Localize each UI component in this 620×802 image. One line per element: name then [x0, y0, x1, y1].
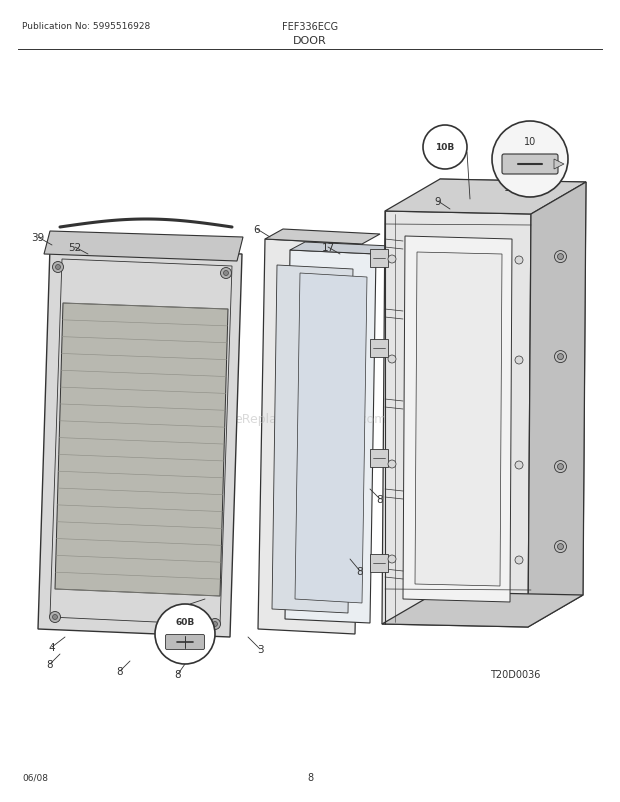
Text: 39: 39: [32, 233, 45, 243]
Text: 8: 8: [356, 566, 363, 577]
Polygon shape: [554, 160, 564, 170]
Text: DOOR: DOOR: [293, 36, 327, 46]
Circle shape: [223, 271, 229, 276]
Polygon shape: [285, 251, 376, 623]
Text: 6: 6: [254, 225, 260, 235]
FancyBboxPatch shape: [370, 339, 388, 358]
Text: 8: 8: [377, 494, 383, 504]
Polygon shape: [258, 240, 362, 634]
Text: T20D0036: T20D0036: [490, 669, 541, 679]
Circle shape: [423, 126, 467, 170]
FancyBboxPatch shape: [370, 249, 388, 268]
Text: 8: 8: [175, 669, 181, 679]
Circle shape: [53, 262, 63, 273]
Polygon shape: [385, 180, 586, 215]
Text: 52: 52: [68, 243, 82, 253]
Polygon shape: [437, 180, 586, 595]
Circle shape: [554, 541, 567, 553]
Circle shape: [515, 257, 523, 265]
Circle shape: [557, 354, 564, 360]
Text: 10: 10: [524, 137, 536, 147]
FancyBboxPatch shape: [370, 449, 388, 468]
Text: 8: 8: [117, 666, 123, 676]
Polygon shape: [55, 304, 228, 596]
Circle shape: [515, 557, 523, 565]
Text: 8: 8: [46, 659, 53, 669]
Text: 3: 3: [257, 644, 264, 654]
Circle shape: [388, 256, 396, 264]
Text: 4: 4: [49, 642, 55, 652]
Polygon shape: [382, 592, 583, 627]
Circle shape: [515, 357, 523, 365]
Circle shape: [388, 460, 396, 468]
Polygon shape: [403, 237, 512, 602]
Circle shape: [53, 615, 58, 620]
Polygon shape: [528, 183, 586, 627]
Circle shape: [557, 464, 564, 470]
FancyBboxPatch shape: [370, 554, 388, 573]
Polygon shape: [415, 253, 502, 586]
Circle shape: [554, 461, 567, 473]
Text: Publication No: 5995516928: Publication No: 5995516928: [22, 22, 150, 31]
Polygon shape: [44, 232, 243, 261]
Polygon shape: [382, 212, 531, 627]
Circle shape: [56, 265, 61, 270]
Polygon shape: [295, 273, 367, 603]
Text: 06/08: 06/08: [22, 773, 48, 782]
Polygon shape: [38, 248, 242, 638]
Text: 8: 8: [307, 772, 313, 782]
Circle shape: [554, 351, 567, 363]
Text: 12: 12: [503, 183, 516, 192]
Circle shape: [557, 544, 564, 550]
Text: eReplacementParts.com: eReplacementParts.com: [234, 413, 386, 426]
Circle shape: [554, 251, 567, 263]
Circle shape: [515, 461, 523, 469]
Circle shape: [557, 254, 564, 261]
Polygon shape: [290, 243, 391, 255]
Text: 60B: 60B: [175, 618, 195, 626]
Text: 10B: 10B: [435, 144, 454, 152]
Circle shape: [492, 122, 568, 198]
Text: FEF336ECG: FEF336ECG: [282, 22, 338, 32]
Circle shape: [388, 355, 396, 363]
Polygon shape: [272, 265, 353, 614]
FancyBboxPatch shape: [502, 155, 558, 175]
Text: 9: 9: [435, 196, 441, 207]
Circle shape: [221, 268, 231, 279]
Circle shape: [213, 622, 218, 626]
Circle shape: [388, 555, 396, 563]
Text: 17: 17: [321, 243, 335, 253]
FancyBboxPatch shape: [166, 634, 205, 650]
Polygon shape: [265, 229, 380, 245]
Circle shape: [50, 612, 61, 622]
Circle shape: [155, 604, 215, 664]
Circle shape: [210, 618, 221, 630]
